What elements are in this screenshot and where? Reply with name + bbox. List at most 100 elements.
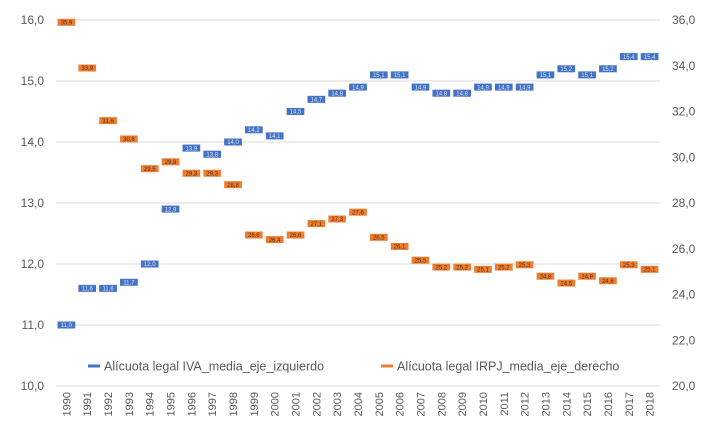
data-marker [120, 278, 138, 286]
data-label: 31,6 [102, 119, 114, 125]
data-marker [390, 71, 409, 79]
data-marker [182, 169, 201, 177]
right-tick-label: 34,0 [672, 59, 696, 73]
data-label: 27,1 [311, 222, 323, 228]
data-marker [120, 135, 138, 143]
data-label: 15,4 [644, 55, 656, 61]
x-tick-label: 2013 [540, 392, 552, 416]
x-tick-label: 2012 [520, 392, 532, 416]
data-marker [203, 169, 222, 177]
x-tick-label: 2018 [645, 392, 657, 416]
data-marker [224, 138, 242, 146]
x-tick-label: 2004 [353, 392, 365, 416]
data-label: 11,6 [82, 287, 94, 293]
data-marker [203, 150, 222, 158]
data-marker [557, 279, 576, 287]
data-label: 24,8 [581, 274, 593, 280]
data-marker [161, 158, 180, 166]
data-label: 14,0 [227, 140, 239, 146]
x-tick-label: 2017 [624, 392, 636, 416]
data-marker [328, 215, 347, 223]
left-axis: 16,0 15,0 14,0 13,0 12,0 11,0 10,0 [21, 13, 45, 393]
data-marker [536, 71, 555, 79]
data-marker [307, 220, 326, 228]
data-label: 29,8 [165, 160, 177, 166]
data-marker [245, 231, 263, 239]
right-tick-label: 20,0 [672, 379, 696, 393]
x-tick-label: 1998 [228, 392, 240, 416]
x-tick-label: 2015 [582, 392, 594, 416]
data-label: 15,1 [394, 73, 406, 79]
data-label: 11,0 [61, 323, 73, 329]
data-label: 14,9 [519, 85, 531, 91]
data-marker [224, 181, 242, 189]
data-marker [578, 71, 596, 79]
x-tick-label: 2009 [457, 392, 469, 416]
data-marker [453, 263, 471, 271]
data-label: 25,2 [435, 265, 447, 271]
legend-label-iva: Alícuota legal IVA_media_eje_izquierdo [104, 360, 324, 374]
legend-label-irpj: Alícuota legal IRPJ_media_eje_derecho [397, 360, 619, 374]
data-label: 14,8 [331, 91, 343, 97]
data-label: 14,9 [352, 85, 364, 91]
data-label: 25,5 [415, 258, 427, 264]
data-label: 14,2 [248, 128, 260, 134]
data-marker [536, 272, 555, 280]
left-tick-label: 11,0 [22, 318, 45, 332]
data-marker [453, 89, 471, 97]
data-label: 14,1 [269, 134, 281, 140]
x-tick-label: 2016 [603, 392, 615, 416]
data-label: 25,2 [456, 265, 468, 271]
data-marker [328, 89, 347, 97]
data-marker [57, 321, 76, 329]
data-label: 12,9 [165, 207, 177, 213]
data-label: 14,8 [435, 91, 447, 97]
data-label: 24,6 [602, 279, 614, 285]
data-marker [307, 95, 326, 103]
data-marker [494, 83, 513, 91]
data-marker [140, 260, 159, 268]
data-marker [78, 64, 97, 72]
data-label: 26,6 [290, 233, 302, 239]
data-label: 12,0 [144, 262, 156, 268]
data-marker [494, 263, 513, 271]
data-marker [99, 284, 117, 292]
left-tick-label: 12,0 [21, 257, 45, 271]
right-tick-label: 30,0 [672, 150, 696, 164]
data-label: 26,5 [373, 236, 385, 242]
data-marker [599, 277, 617, 285]
data-marker [474, 83, 492, 91]
x-tick-label: 2003 [332, 392, 344, 416]
data-marker [349, 208, 367, 216]
x-tick-label: 2002 [311, 392, 323, 416]
x-tick-label: 2006 [395, 392, 407, 416]
x-tick-label: 2010 [478, 392, 490, 416]
data-label: 14,9 [498, 85, 510, 91]
left-tick-label: 16,0 [21, 13, 45, 27]
data-label: 15,2 [602, 67, 614, 73]
data-label: 14,5 [290, 110, 302, 116]
data-label: 26,4 [269, 238, 281, 244]
x-tick-label: 1996 [186, 392, 198, 416]
data-marker [161, 205, 180, 213]
data-marker [286, 108, 305, 115]
x-tick-label: 1995 [166, 392, 178, 416]
right-tick-label: 36,0 [672, 13, 696, 27]
right-tick-label: 28,0 [672, 196, 696, 210]
data-marker [515, 261, 534, 269]
data-marker [432, 89, 451, 97]
series-iva: 11,0 11,6 11,6 11,7 12,0 12,9 13,9 13,8 14,0 14,2… [57, 53, 659, 329]
x-tick-label: 2005 [374, 392, 386, 416]
data-label: 15,1 [540, 73, 552, 79]
data-label: 26,1 [394, 245, 406, 251]
x-tick-label: 2014 [561, 392, 573, 416]
data-marker [245, 126, 263, 134]
data-label: 14,9 [477, 85, 489, 91]
data-marker [619, 53, 638, 61]
data-marker [578, 272, 596, 280]
data-label: 15,1 [373, 73, 385, 79]
data-marker [140, 165, 159, 173]
data-marker [99, 117, 117, 125]
data-marker [411, 83, 430, 91]
data-label: 15,1 [581, 73, 593, 79]
